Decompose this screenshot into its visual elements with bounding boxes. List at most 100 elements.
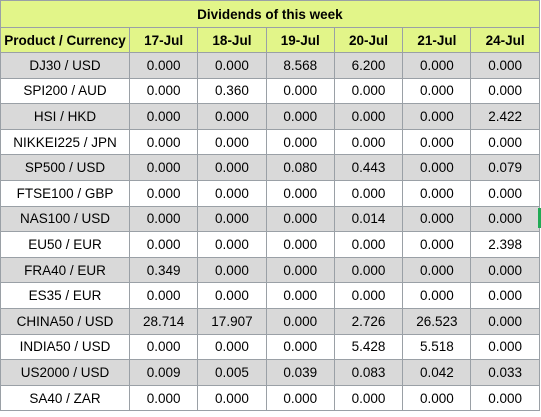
column-header-date: 21-Jul [402,27,472,53]
table-row: NIKKEI225 / JPN 0.000 0.000 0.000 0.000 0.000… [0,128,540,156]
dividend-value-cell: 8.568 [265,52,335,79]
product-cell: SP500 / USD [0,154,130,181]
product-cell: INDIA50 / USD [0,333,130,361]
dividend-value-cell: 0.000 [333,77,404,105]
dividend-value-cell: 0.000 [197,282,267,309]
table-row: CHINA50 / USD 28.714 17.907 0.000 2.726 26.52… [0,307,540,335]
dividend-value-cell: 0.000 [265,333,335,361]
dividend-value-cell: 0.360 [197,77,267,105]
dividend-value-cell: 0.033 [470,359,540,386]
dividend-value-cell: 0.000 [197,256,267,284]
dividend-value-cell: 0.000 [197,103,267,130]
table-row: INDIA50 / USD 0.000 0.000 0.000 5.428 5.518 0.… [0,333,540,361]
dividend-value-cell: 0.000 [402,205,472,233]
product-cell: CHINA50 / USD [0,307,130,335]
product-cell: US2000 / USD [0,359,130,386]
product-cell: DJ30 / USD [0,52,130,79]
dividend-value-cell: 5.518 [402,333,472,361]
dividend-value-cell: 2.422 [470,103,540,130]
table-row: NAS100 / USD 0.000 0.000 0.000 0.014 0.000 0.0… [0,205,540,233]
table-row: ES35 / EUR 0.000 0.000 0.000 0.000 0.000 0.000 [0,282,540,309]
dividend-value-cell: 0.000 [128,333,199,361]
dividend-value-cell: 0.042 [402,359,472,386]
table-row: SA40 / ZAR 0.000 0.000 0.000 0.000 0.000 0.000 [0,384,540,412]
dividend-value-cell: 0.000 [402,179,472,207]
dividend-value-cell: 0.000 [470,128,540,156]
dividend-value-cell: 0.000 [128,205,199,233]
table-row: US2000 / USD 0.009 0.005 0.039 0.083 0.042 0.0… [0,359,540,386]
dividend-value-cell: 0.000 [197,205,267,233]
dividend-value-cell: 0.000 [128,52,199,79]
dividend-value-cell: 0.000 [197,179,267,207]
dividend-value-cell: 0.014 [333,205,404,233]
dividend-value-cell: 0.000 [197,128,267,156]
dividend-value-cell: 0.000 [265,179,335,207]
dividend-value-cell: 0.005 [197,359,267,386]
dividend-value-cell: 0.000 [402,77,472,105]
dividend-value-cell: 0.000 [402,384,472,412]
dividend-value-cell: 0.000 [128,282,199,309]
edge-marker [538,208,541,228]
dividend-value-cell: 0.000 [470,179,540,207]
table-row: SP500 / USD 0.000 0.000 0.080 0.443 0.000 0.07… [0,154,540,181]
dividend-value-cell: 0.000 [470,77,540,105]
dividend-value-cell: 0.000 [128,154,199,181]
table-row: EU50 / EUR 0.000 0.000 0.000 0.000 0.000 2.398 [0,231,540,258]
table-row: FTSE100 / GBP 0.000 0.000 0.000 0.000 0.000 0.… [0,179,540,207]
dividend-value-cell: 0.000 [197,231,267,258]
dividend-value-cell: 0.000 [265,205,335,233]
product-cell: NIKKEI225 / JPN [0,128,130,156]
dividend-value-cell: 0.443 [333,154,404,181]
dividend-value-cell: 0.000 [402,154,472,181]
dividend-value-cell: 0.000 [470,52,540,79]
dividend-value-cell: 0.000 [402,128,472,156]
dividend-value-cell: 0.000 [265,307,335,335]
dividend-value-cell: 5.428 [333,333,404,361]
table-row: HSI / HKD 0.000 0.000 0.000 0.000 0.000 2.422 [0,103,540,130]
dividend-value-cell: 0.349 [128,256,199,284]
column-header-product: Product / Currency [0,27,130,53]
dividend-value-cell: 0.039 [265,359,335,386]
header-row: Product / Currency 17-Jul 18-Jul 19-Jul 20-J… [0,27,540,53]
product-cell: SA40 / ZAR [0,384,130,412]
dividend-value-cell: 0.000 [265,77,335,105]
dividend-value-cell: 0.000 [265,282,335,309]
dividend-value-cell: 0.000 [470,333,540,361]
dividend-value-cell: 0.000 [333,256,404,284]
table-row: FRA40 / EUR 0.349 0.000 0.000 0.000 0.000 0.00… [0,256,540,284]
dividend-value-cell: 0.000 [197,384,267,412]
dividend-value-cell: 6.200 [333,52,404,79]
dividend-value-cell: 0.000 [333,128,404,156]
dividend-value-cell: 0.000 [402,256,472,284]
dividend-value-cell: 0.079 [470,154,540,181]
dividend-value-cell: 0.000 [333,231,404,258]
table-row: DJ30 / USD 0.000 0.000 8.568 6.200 0.000 0.000 [0,52,540,79]
dividend-value-cell: 0.000 [402,282,472,309]
dividend-value-cell: 0.000 [128,179,199,207]
dividend-value-cell: 28.714 [128,307,199,335]
dividend-value-cell: 0.000 [470,282,540,309]
dividend-value-cell: 0.000 [197,333,267,361]
dividend-value-cell: 0.000 [333,384,404,412]
dividend-value-cell: 0.000 [128,384,199,412]
dividend-value-cell: 0.000 [402,103,472,130]
column-header-date: 20-Jul [333,27,404,53]
dividend-value-cell: 0.000 [333,179,404,207]
dividend-value-cell: 26.523 [402,307,472,335]
dividend-value-cell: 0.080 [265,154,335,181]
dividend-value-cell: 0.009 [128,359,199,386]
product-cell: ES35 / EUR [0,282,130,309]
column-header-date: 17-Jul [128,27,199,53]
column-header-date: 18-Jul [197,27,267,53]
product-cell: FRA40 / EUR [0,256,130,284]
table-row: SPI200 / AUD 0.000 0.360 0.000 0.000 0.000 0.0… [0,77,540,105]
dividend-value-cell: 0.000 [128,77,199,105]
dividend-value-cell: 0.000 [265,231,335,258]
dividend-value-cell: 0.000 [402,52,472,79]
dividend-value-cell: 0.000 [128,128,199,156]
dividend-value-cell: 0.000 [470,205,540,233]
dividend-value-cell: 0.000 [265,256,335,284]
dividend-value-cell: 0.000 [333,103,404,130]
